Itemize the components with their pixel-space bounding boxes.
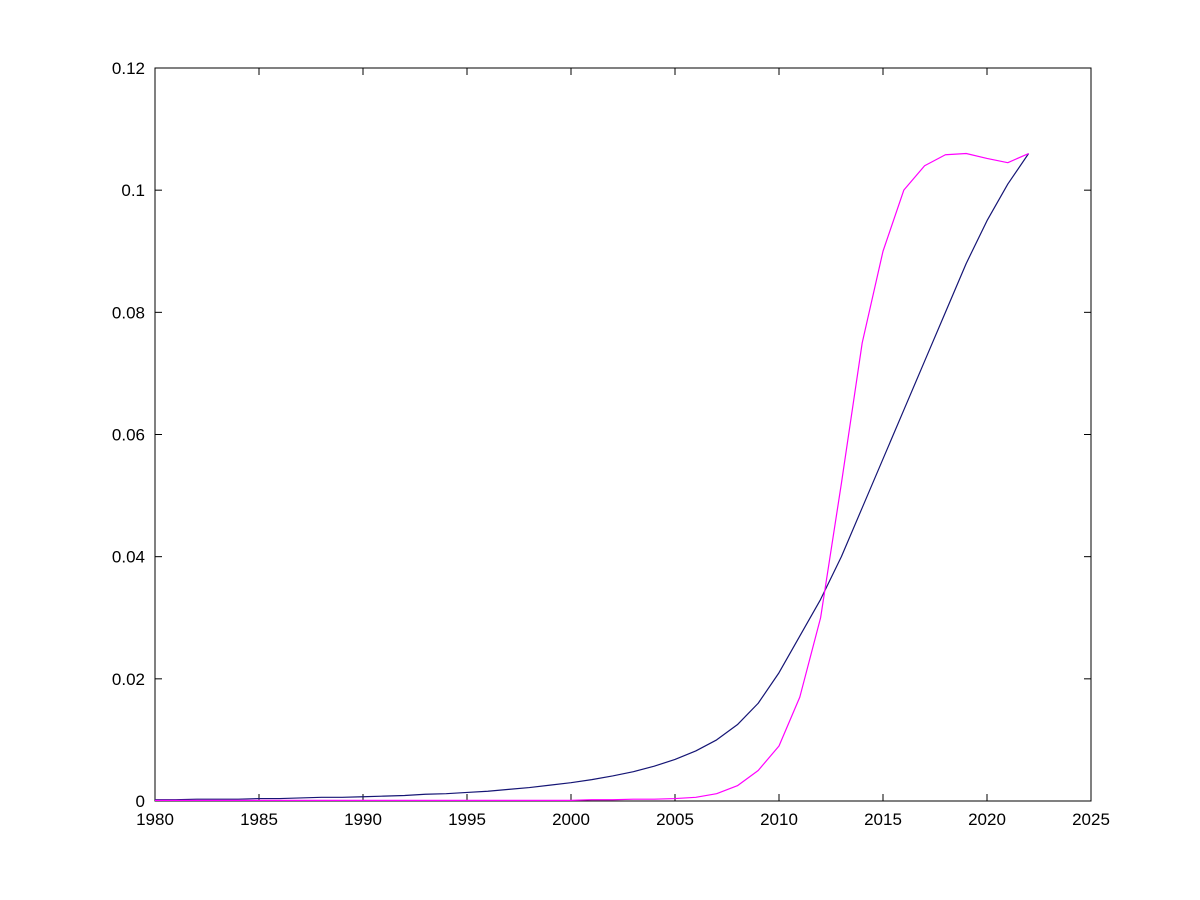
x-tick-label: 2015 xyxy=(864,810,902,829)
series-steep-magenta xyxy=(155,152,1029,801)
x-tick-label: 2025 xyxy=(1072,810,1110,829)
x-tick-label: 1990 xyxy=(344,810,382,829)
y-tick-label: 0 xyxy=(136,792,145,811)
x-tick-label: 1995 xyxy=(448,810,486,829)
y-tick-label: 0.06 xyxy=(112,426,145,445)
x-tick-label: 2010 xyxy=(760,810,798,829)
y-tick-label: 0.08 xyxy=(112,303,145,322)
y-tick-label: 0.12 xyxy=(112,59,145,78)
axes-box xyxy=(154,67,1092,802)
y-tick-label: 0.02 xyxy=(112,670,145,689)
series-smooth-dark-blue xyxy=(155,153,1030,801)
x-tick-label: 2020 xyxy=(968,810,1006,829)
x-tick-label: 2000 xyxy=(552,810,590,829)
x-tick-label: 1980 xyxy=(136,810,174,829)
x-tick-label: 2005 xyxy=(656,810,694,829)
y-tick-label: 0.04 xyxy=(112,548,145,567)
y-tick-label: 0.1 xyxy=(121,181,145,200)
x-tick-label: 1985 xyxy=(240,810,278,829)
